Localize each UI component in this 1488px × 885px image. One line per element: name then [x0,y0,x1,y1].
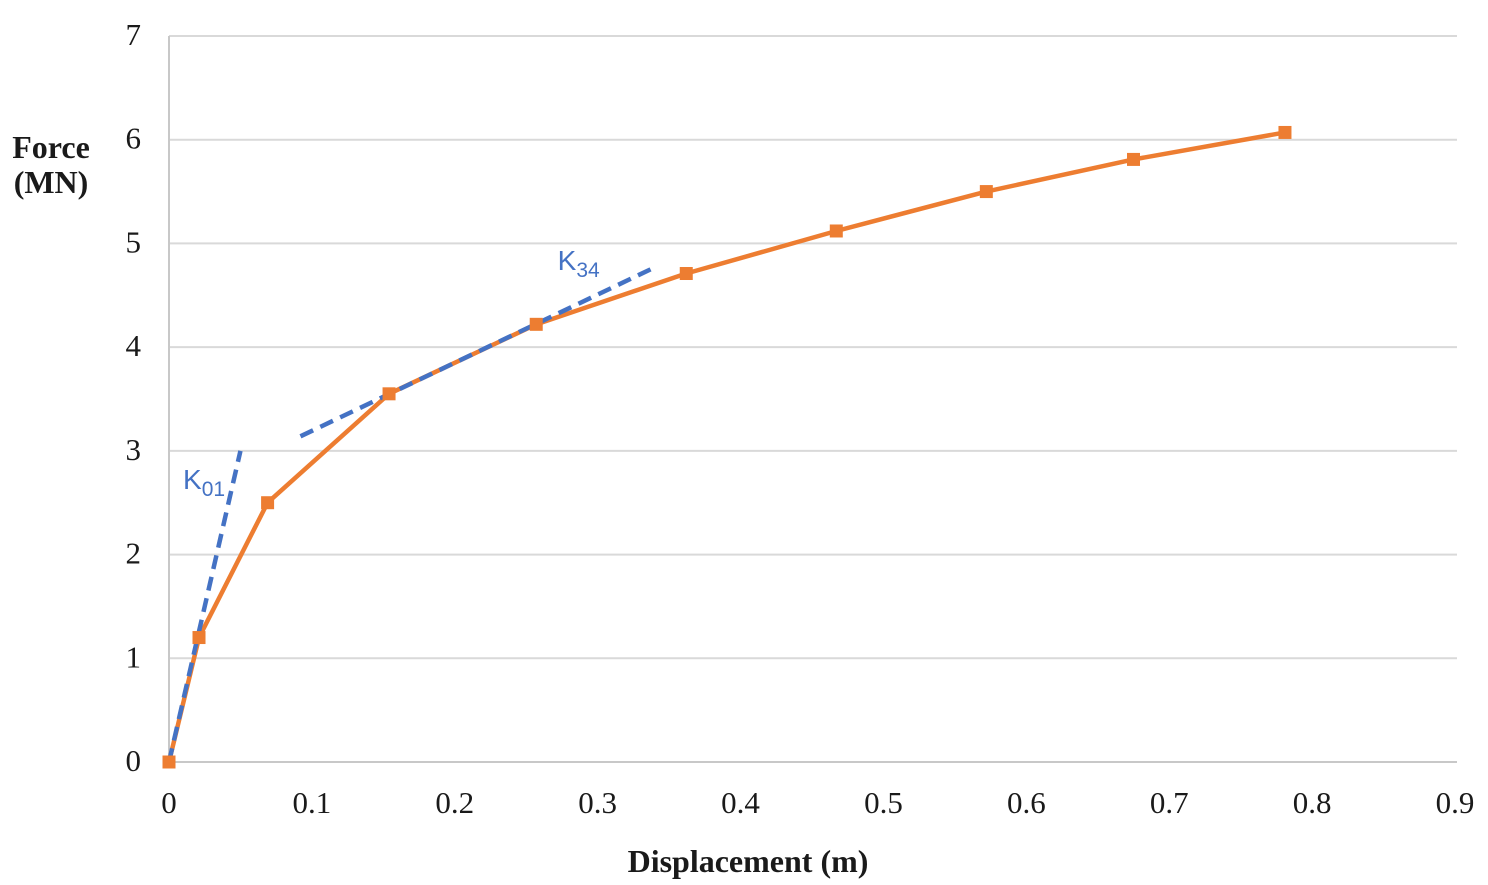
y-tick-label: 4 [126,328,142,363]
x-tick-label: 0.5 [864,785,903,820]
x-tick-label: 0.3 [578,785,617,820]
y-tick-label: 3 [126,432,142,467]
y-tick-label: 0 [126,743,142,778]
data-point-marker [1127,152,1140,166]
x-tick-label: 0.7 [1150,785,1189,820]
data-point-marker [529,317,543,331]
x-tick-label: 0.4 [721,785,760,820]
annotation-k01-subscript: 01 [201,478,226,502]
x-tick-label: 0.1 [293,785,332,820]
y-tick-label: 6 [126,121,142,156]
y-tick-label: 2 [126,536,142,571]
annotation-k34: K34 [557,244,600,281]
data-point-marker [679,267,693,281]
y-axis-title-line1: Force [12,129,90,165]
data-point-marker [192,631,206,645]
annotation-k01: K01 [183,464,225,501]
x-tick-label: 0 [161,785,177,820]
annotation-k34-subscript: 34 [576,258,600,282]
y-tick-label: 1 [126,639,142,674]
x-tick-label: 0.9 [1436,785,1475,820]
annotation-k34-base: K [557,244,577,276]
x-tick-label: 0.8 [1293,785,1332,820]
data-point-marker [162,755,176,769]
data-point-marker [261,496,275,510]
x-tick-label: 0.6 [1007,785,1046,820]
data-point-marker [829,224,843,238]
K01-tangent-line [166,450,243,763]
data-point-marker [382,387,396,401]
y-axis-title-line2: (MN) [13,164,89,200]
annotation-k01-base: K [183,464,202,496]
y-tick-label: 7 [126,17,142,52]
x-tick-label: 0.2 [435,785,474,820]
data-point-marker [979,185,993,199]
data-point-marker [1278,125,1292,139]
x-axis-title: Displacement (m) [627,843,869,879]
y-tick-label: 5 [126,224,142,259]
series-line-force-displacement [166,130,1286,763]
y-axis-title: Force (MN) [0,130,102,200]
